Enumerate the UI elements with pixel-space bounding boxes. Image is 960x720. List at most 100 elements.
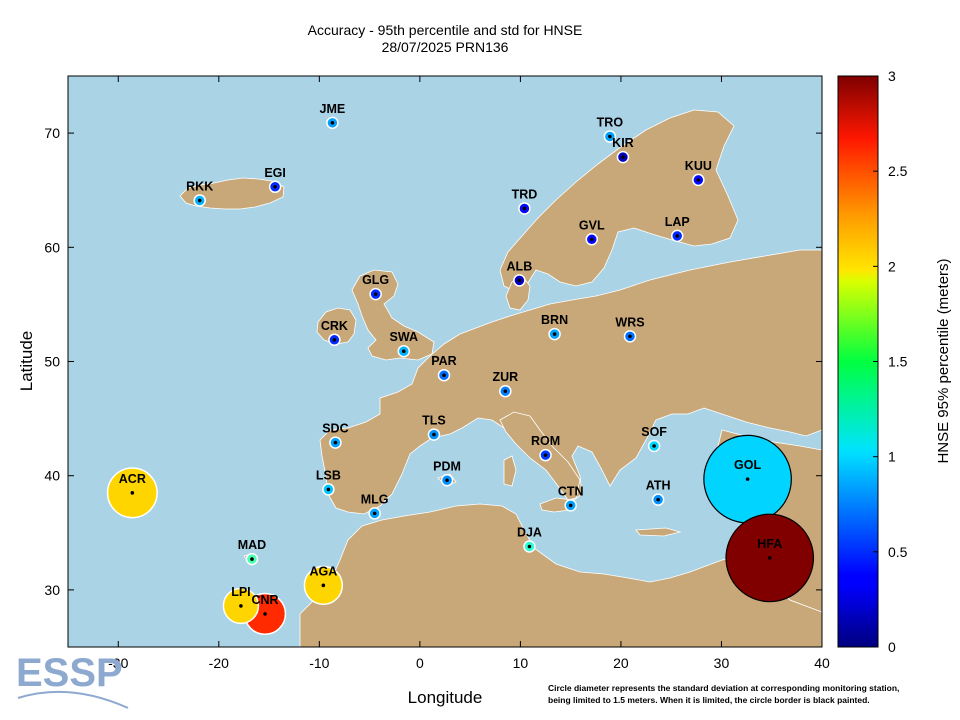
station-par [437, 368, 451, 382]
station-label: TRD [512, 187, 538, 201]
station-label: GOL [734, 458, 761, 472]
station-label: ALB [507, 259, 533, 273]
land-masses [119, 109, 822, 647]
land-scandinavia [499, 109, 739, 293]
station-dot [197, 198, 202, 203]
station-dot [522, 206, 527, 211]
x-tick-label: -10 [309, 655, 329, 671]
station-label: GVL [579, 218, 605, 232]
station-label: KUU [685, 159, 712, 173]
station-alb [513, 274, 526, 287]
station-dot [767, 556, 772, 560]
x-axis-ticks: -30 -20 -10 0 10 20 30 40 [108, 76, 830, 671]
station-dot [332, 338, 337, 342]
station-markers: GOL HFA ACR CNR AGA LPI MAD DJA RKK SWA SOF LSB BRN S… [106, 102, 815, 636]
station-pdm [440, 474, 454, 487]
station-label: CRK [321, 319, 348, 333]
station-ctn [564, 499, 577, 512]
station-mad [245, 552, 259, 566]
station-dot [250, 557, 254, 561]
station-dot [330, 121, 335, 125]
station-rkk [193, 194, 206, 207]
station-kuu [692, 173, 705, 187]
station-ath [651, 493, 665, 506]
station-gol [703, 434, 792, 524]
station-label: TRO [597, 116, 624, 130]
station-dot [656, 497, 660, 502]
colorbar [837, 75, 879, 648]
station-label: WRS [615, 315, 644, 329]
y-tick-label: 30 [44, 582, 60, 598]
x-tick-label: 20 [613, 655, 629, 671]
station-lsb [322, 483, 335, 496]
station-hfa [725, 513, 815, 603]
x-axis-label: Longitude [408, 688, 483, 707]
station-tro [603, 130, 617, 143]
station-tls [427, 428, 441, 441]
station-label: CNR [251, 593, 278, 607]
station-label: MAD [238, 538, 266, 552]
station-dot [652, 444, 656, 448]
station-label: DJA [517, 526, 542, 540]
station-label: ATH [646, 479, 671, 493]
station-dot [326, 487, 331, 492]
station-rom [539, 448, 552, 462]
station-dot [589, 237, 594, 242]
colorbar-ticks: 0 0.5 1 1.5 2 2.5 3 [873, 68, 908, 655]
station-label: LAP [665, 215, 690, 229]
colorbar-tick-label: 3 [888, 68, 896, 84]
station-label: SDC [322, 422, 348, 436]
colorbar-tick-label: 2.5 [888, 163, 908, 179]
land-iceland [179, 177, 285, 210]
colorbar-tick-label: 0 [888, 639, 896, 655]
station-dot [442, 373, 446, 378]
y-axis-ticks: 30 40 50 60 70 [44, 125, 822, 598]
station-dot [373, 292, 378, 296]
station-label: HFA [757, 537, 782, 551]
station-dot [568, 503, 573, 508]
station-dot [263, 612, 267, 616]
x-tick-label: 10 [513, 655, 529, 671]
station-gvl [585, 233, 599, 246]
x-tick-label: -20 [209, 655, 229, 671]
station-dot [273, 184, 277, 189]
station-label: GLG [362, 273, 389, 287]
logo-swoosh [17, 690, 129, 709]
station-zur [499, 384, 512, 398]
station-label: RKK [186, 179, 213, 193]
station-dot [621, 155, 625, 159]
x-tick-label: 30 [714, 655, 730, 671]
y-tick-label: 50 [44, 354, 60, 370]
essp-logo: ESSP [16, 651, 129, 709]
station-dot [543, 453, 548, 457]
land-continental-europe [319, 249, 822, 515]
station-label: LPI [231, 585, 250, 599]
station-dja [523, 540, 536, 553]
x-tick-label: -30 [108, 655, 128, 671]
station-crk [328, 333, 341, 347]
chart-subtitle: 28/07/2025 PRN136 [382, 39, 509, 55]
station-label: ZUR [492, 370, 518, 384]
colorbar-tick-label: 0.5 [888, 544, 908, 560]
station-dot [130, 491, 135, 495]
station-egi [268, 180, 282, 194]
station-kir [616, 150, 630, 164]
station-dot [372, 511, 377, 516]
x-tick-label: 0 [416, 655, 424, 671]
station-dot [503, 389, 508, 393]
station-label: TLS [422, 414, 446, 428]
land-sardinia [503, 455, 517, 487]
station-dot [401, 349, 406, 354]
colorbar-tick-label: 2 [888, 258, 896, 274]
essp-logo-text: ESSP [16, 651, 123, 695]
colorbar-tick-label: 1 [888, 449, 896, 465]
station-label: PAR [431, 354, 456, 368]
station-dot [333, 440, 338, 445]
station-acr [106, 467, 158, 519]
station-lpi [222, 587, 260, 625]
station-label: BRN [541, 313, 568, 327]
station-mlg [368, 507, 381, 520]
station-glg [369, 287, 382, 301]
station-dot [608, 134, 612, 139]
station-label: CTN [558, 484, 584, 498]
